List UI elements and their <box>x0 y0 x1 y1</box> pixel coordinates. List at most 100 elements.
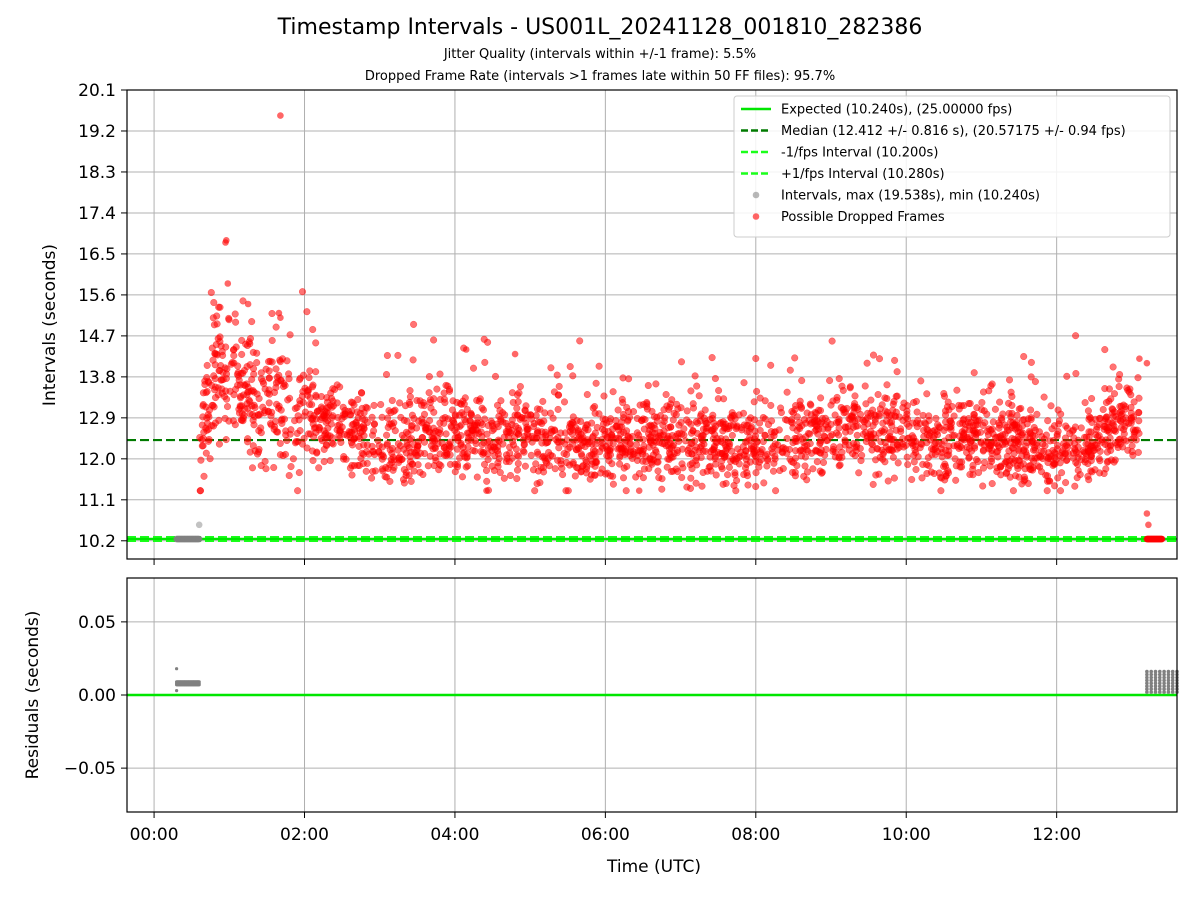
top-y-tick-label: 10.2 <box>78 532 116 552</box>
dropped-frame-point <box>1074 436 1082 444</box>
residual-point <box>1158 669 1162 674</box>
legend-box <box>733 95 1171 238</box>
dropped-frame-point <box>608 431 616 440</box>
dropped-frame-point <box>196 433 204 442</box>
dropped-frame-point <box>599 420 607 428</box>
dropped-frame-point <box>490 466 498 475</box>
dropped-frame-point <box>349 399 357 407</box>
dropped-frame-point <box>352 418 360 426</box>
dropped-frame-point <box>841 408 850 416</box>
dropped-frame-point <box>309 325 317 334</box>
dropped-frame-point <box>514 459 522 468</box>
dropped-frame-point <box>388 396 396 405</box>
dropped-frame-point <box>437 462 445 470</box>
dropped-frame-point <box>483 477 491 485</box>
residual-point <box>1166 681 1171 686</box>
dropped-frame-point <box>791 468 799 476</box>
dropped-frame-point <box>1031 378 1039 386</box>
dropped-frame-point <box>1063 456 1071 464</box>
dropped-frame-point <box>718 457 726 465</box>
dropped-frame-point <box>418 419 426 427</box>
residual-point <box>1149 690 1153 694</box>
dropped-frame-point <box>436 429 444 437</box>
dropped-frame-point <box>359 460 367 468</box>
dropped-frame-point <box>1015 405 1023 413</box>
dropped-frame-point <box>747 423 756 431</box>
dropped-frame-point <box>431 454 439 462</box>
dropped-frame-point <box>468 426 476 434</box>
dropped-frame-point <box>895 413 903 421</box>
dropped-frame-point <box>309 381 317 389</box>
dropped-frame-point <box>632 441 641 449</box>
dropped-frame-point <box>473 473 481 481</box>
dropped-frame-point <box>232 318 240 326</box>
dropped-frame-point <box>256 410 264 418</box>
dropped-frame-point <box>929 427 937 435</box>
dropped-frame-point <box>397 413 405 421</box>
dropped-frame-point <box>854 415 862 423</box>
dropped-frame-point <box>617 430 625 438</box>
dropped-frame-point <box>442 430 450 438</box>
dropped-frame-point <box>798 377 806 385</box>
dropped-frame-point <box>1048 425 1056 433</box>
dropped-frame-point <box>1039 440 1047 448</box>
dropped-frame-point <box>426 398 434 406</box>
dropped-frame-point <box>828 431 836 439</box>
dropped-frame-point <box>752 453 760 461</box>
dropped-frame-point <box>955 444 963 452</box>
dropped-frame-point <box>566 363 574 371</box>
dropped-frame-point <box>1109 406 1117 414</box>
dropped-frame-point <box>298 392 306 400</box>
residual-point <box>1145 681 1149 686</box>
dropped-frame-point <box>268 336 276 345</box>
residual-point <box>1166 672 1171 677</box>
dropped-frame-point <box>662 390 670 399</box>
dropped-frame-point <box>678 460 686 468</box>
dropped-frame-point <box>223 365 231 373</box>
dropped-frame-point <box>286 331 294 339</box>
dropped-frame-point <box>686 461 694 469</box>
residual-point <box>1153 678 1158 683</box>
dropped-frame-point <box>774 446 782 454</box>
dropped-frame-point <box>520 448 528 456</box>
dropped-frame-point <box>436 370 444 378</box>
dropped-frame-point <box>991 405 999 413</box>
dropped-frame-point <box>966 399 974 408</box>
dropped-frame-point <box>578 452 586 460</box>
dropped-frame-point <box>1111 427 1120 435</box>
dropped-frame-point <box>494 436 502 444</box>
dropped-frame-point <box>913 408 921 416</box>
dropped-frame-point <box>555 382 563 390</box>
dropped-frame-point <box>493 401 502 409</box>
x-tick-label: 00:00 <box>130 825 179 845</box>
dropped-frame-point <box>566 420 574 428</box>
dropped-frame-point <box>386 420 394 428</box>
dropped-frame-point <box>720 395 728 403</box>
dropped-frame-point <box>705 463 713 471</box>
dropped-frame-point <box>497 417 505 425</box>
dropped-frame-point <box>583 390 591 399</box>
dropped-frame-point <box>1027 373 1035 381</box>
dropped-frame-point <box>862 400 870 408</box>
dropped-frame-point <box>270 388 279 396</box>
dropped-frame-point <box>368 413 376 421</box>
dropped-frame-point <box>1011 472 1020 480</box>
dropped-frame-point <box>862 438 870 446</box>
dropped-frame-point <box>592 379 600 387</box>
dropped-frame-point <box>1109 363 1117 371</box>
dropped-frame-point <box>814 430 822 438</box>
dropped-frame-point <box>551 465 559 473</box>
dropped-frame-point <box>1135 394 1143 402</box>
dropped-frame-point <box>667 467 675 476</box>
dropped-frame-point <box>870 411 878 419</box>
dropped-frame-point <box>752 354 760 363</box>
dropped-frame-point <box>1134 448 1142 456</box>
dropped-frame-point <box>285 370 293 378</box>
dropped-frame-point <box>633 429 641 437</box>
dropped-frame-point <box>826 377 834 385</box>
dropped-frame-point <box>796 397 804 405</box>
dropped-frame-point <box>488 422 497 430</box>
dropped-frame-point <box>553 371 561 379</box>
dropped-frame-point <box>268 309 276 318</box>
dropped-frame-point <box>281 450 290 458</box>
